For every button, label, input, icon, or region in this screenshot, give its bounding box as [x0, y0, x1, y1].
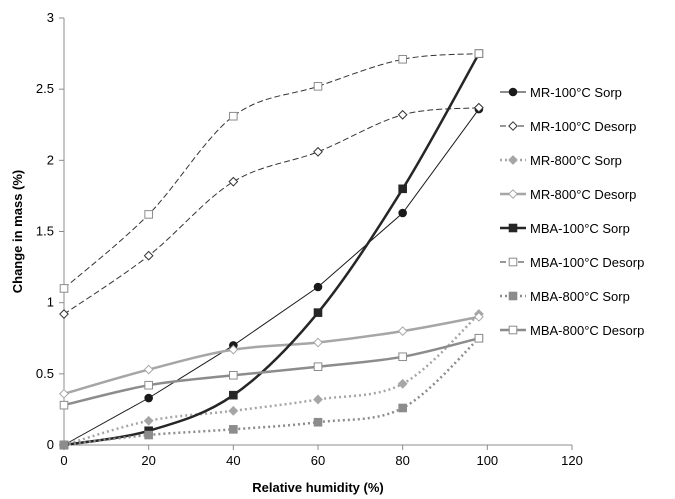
plot-area: [59, 49, 484, 450]
data-point-marker: [508, 155, 518, 165]
x-tick-label: 120: [561, 453, 583, 468]
data-point-marker: [144, 210, 153, 219]
y-tick-label: 3: [47, 10, 54, 25]
data-point-marker: [229, 370, 238, 380]
data-point-marker: [398, 184, 407, 194]
data-point-marker: [508, 325, 518, 335]
data-point-marker: [508, 291, 518, 301]
legend-label: MR-800°C Desorp: [530, 187, 636, 202]
data-point-marker: [228, 405, 239, 416]
data-point-marker: [143, 250, 154, 261]
x-tick-label: 20: [141, 453, 155, 468]
y-tick-label: 1.5: [36, 224, 54, 239]
y-tick-label: 2: [47, 152, 54, 167]
data-point-marker: [228, 176, 239, 187]
data-point-marker: [313, 394, 323, 405]
data-point-marker: [398, 54, 407, 64]
x-axis-title: Relative humidity (%): [252, 480, 383, 495]
legend-item: MR-100°C Sorp: [500, 85, 622, 100]
data-point-marker: [508, 257, 518, 267]
data-point-marker: [144, 430, 153, 440]
data-point-marker: [59, 309, 69, 319]
legend-label: MBA-800°C Sorp: [530, 289, 630, 304]
legend-label: MR-100°C Desorp: [530, 119, 636, 134]
legend: MR-100°C Sorp MR-100°C Desorp MR-800°C Sor…: [500, 85, 644, 338]
data-point-marker: [398, 403, 407, 413]
series-group: [59, 102, 484, 319]
legend-label: MBA-800°C Desorp: [530, 323, 644, 338]
series-group: [59, 309, 484, 450]
legend-item: MBA-100°C Sorp: [500, 221, 630, 236]
data-point-marker: [228, 344, 239, 355]
data-point-marker: [143, 415, 154, 426]
data-point-marker: [313, 362, 323, 372]
series-group: [59, 49, 484, 293]
data-point-marker: [59, 400, 69, 410]
legend-item: MBA-800°C Sorp: [500, 289, 630, 304]
y-tick-label: 0.5: [36, 366, 54, 381]
legend-item: MBA-100°C Desorp: [500, 255, 644, 270]
series-line: [63, 52, 480, 447]
data-point-marker: [474, 333, 484, 343]
data-point-marker: [398, 352, 407, 362]
data-point-marker: [398, 208, 407, 218]
legend-item: MR-800°C Sorp: [500, 153, 622, 168]
legend-label: MBA-100°C Sorp: [530, 221, 630, 236]
data-point-marker: [144, 380, 153, 390]
data-point-marker: [508, 121, 518, 131]
data-point-marker: [474, 49, 484, 58]
y-tick-label: 1: [47, 295, 54, 310]
x-tick-label: 0: [60, 453, 67, 468]
y-tick-label: 2.5: [36, 81, 54, 96]
legend-item: MR-800°C Desorp: [500, 187, 636, 202]
data-point-marker: [397, 326, 408, 337]
series-group: [59, 311, 484, 399]
data-point-marker: [59, 440, 69, 450]
data-point-marker: [143, 364, 154, 375]
legend-label: MR-800°C Sorp: [530, 153, 622, 168]
axes: 0 20 40 60 80 100 120 0 0.5 1 1.5 2 2.5 3: [36, 10, 583, 468]
legend-label: MBA-100°C Desorp: [530, 255, 644, 270]
legend-item: MR-100°C Desorp: [500, 119, 636, 134]
data-point-marker: [397, 109, 408, 120]
x-tick-label: 60: [311, 453, 325, 468]
data-point-marker: [313, 82, 323, 91]
x-tick-label: 80: [395, 453, 409, 468]
data-point-marker: [313, 282, 323, 292]
y-axis-title: Change in mass (%): [10, 170, 25, 294]
series-group: [59, 333, 484, 410]
series-group: [59, 49, 484, 450]
data-point-marker: [397, 378, 408, 389]
x-tick-label: 40: [226, 453, 240, 468]
series-line: [63, 313, 480, 447]
data-point-marker: [313, 308, 323, 317]
data-point-marker: [473, 311, 484, 322]
data-point-marker: [59, 284, 69, 293]
data-point-marker: [59, 388, 69, 399]
data-point-marker: [229, 111, 238, 121]
y-tick-label: 0: [47, 437, 54, 452]
series-line: [63, 315, 480, 396]
data-point-marker: [508, 87, 518, 97]
data-point-marker: [144, 393, 153, 403]
data-point-marker: [473, 102, 484, 113]
data-point-marker: [313, 417, 323, 427]
legend-item: MBA-800°C Desorp: [500, 323, 644, 338]
series-line: [63, 108, 480, 446]
series-line: [63, 337, 480, 447]
data-point-marker: [229, 425, 238, 434]
legend-label: MR-100°C Sorp: [530, 85, 622, 100]
data-point-marker: [508, 223, 518, 233]
series-line: [63, 337, 480, 407]
data-point-marker: [229, 390, 238, 400]
x-tick-label: 100: [476, 453, 498, 468]
data-point-marker: [313, 337, 323, 348]
data-point-marker: [508, 189, 518, 199]
data-point-marker: [313, 146, 323, 157]
series-line: [63, 107, 479, 315]
series-line: [63, 53, 479, 289]
